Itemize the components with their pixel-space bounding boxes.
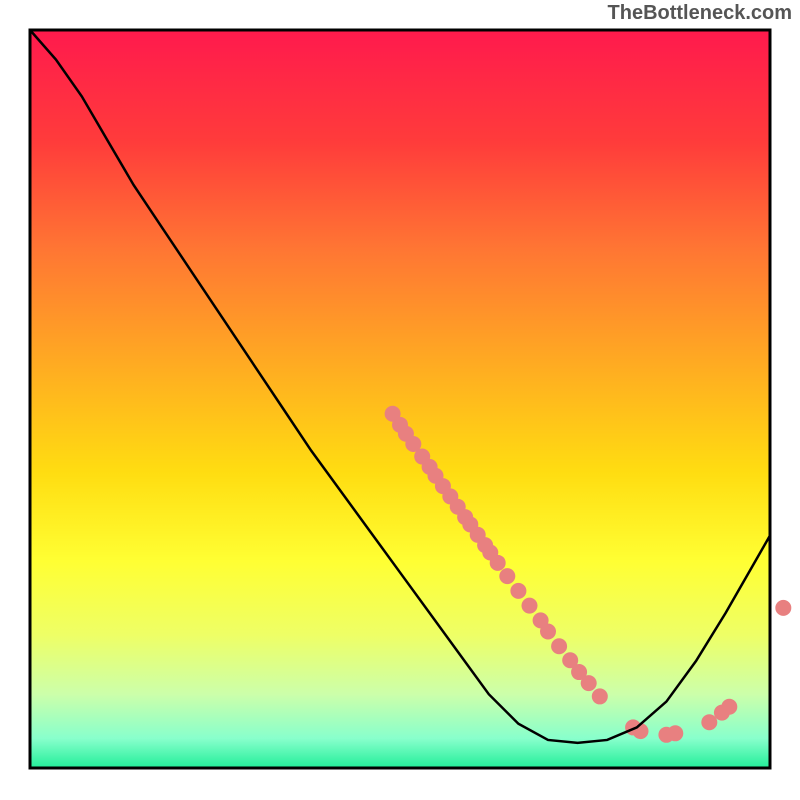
curve-marker <box>775 600 791 616</box>
curve-marker <box>510 583 526 599</box>
curve-marker <box>490 555 506 571</box>
watermark-text: TheBottleneck.com <box>608 2 792 25</box>
plot-background <box>30 30 770 768</box>
curve-marker <box>667 725 683 741</box>
curve-marker <box>551 638 567 654</box>
curve-marker <box>522 598 538 614</box>
chart-svg <box>0 0 800 800</box>
curve-marker <box>701 714 717 730</box>
curve-marker <box>581 675 597 691</box>
curve-marker <box>721 699 737 715</box>
curve-marker <box>592 688 608 704</box>
curve-marker <box>499 568 515 584</box>
curve-marker <box>540 623 556 639</box>
bottleneck-chart: TheBottleneck.com <box>0 0 800 800</box>
